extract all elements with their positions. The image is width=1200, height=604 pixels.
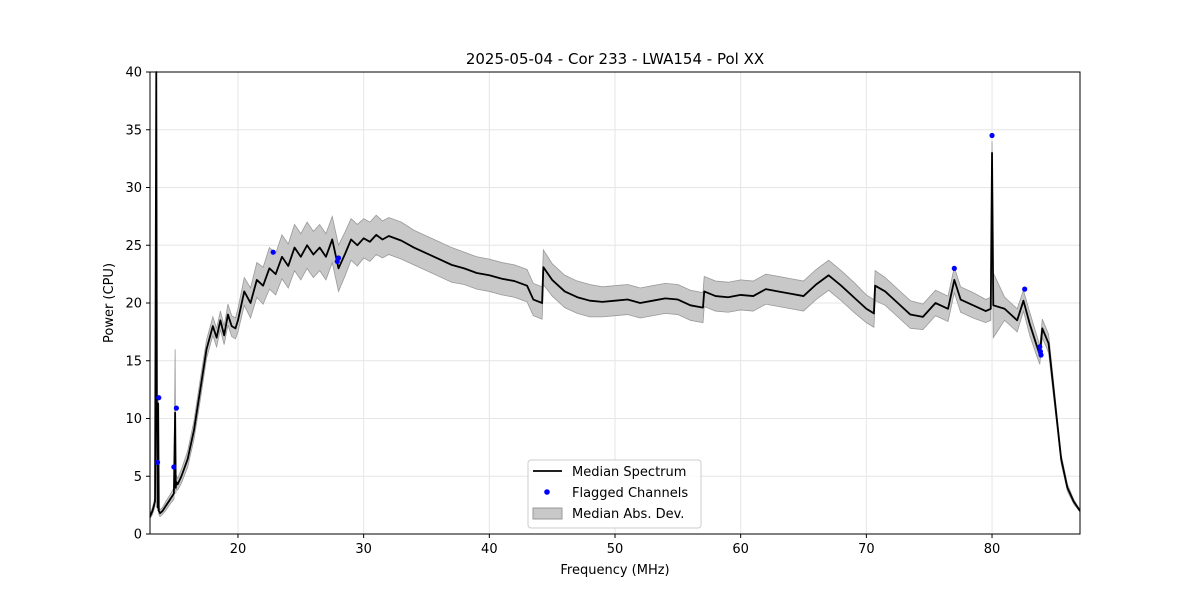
y-tick-label: 0 — [134, 528, 142, 543]
flagged-channel-point — [1037, 344, 1043, 350]
y-tick-label: 25 — [125, 239, 142, 254]
x-tick-label: 40 — [481, 542, 498, 557]
x-tick-label: 20 — [230, 542, 247, 557]
y-tick-label: 35 — [125, 123, 142, 138]
median-line-layer — [149, 71, 1081, 518]
y-tick-label: 30 — [125, 181, 142, 196]
flagged-channel-point — [171, 464, 177, 470]
legend: Median Spectrum Flagged Channels Median … — [527, 459, 702, 529]
legend-box — [527, 459, 702, 529]
x-tick-label: 60 — [732, 542, 749, 557]
y-tick-label: 20 — [125, 297, 142, 312]
legend-flagged-swatch — [544, 489, 550, 495]
legend-flagged-label: Flagged Channels — [572, 486, 688, 501]
flagged-points-layer — [154, 132, 1044, 470]
legend-mad-swatch — [532, 507, 563, 520]
flagged-channel-point — [989, 132, 995, 139]
x-tick-label: 70 — [858, 542, 875, 557]
flagged-channel-point — [173, 405, 179, 411]
y-tick-label: 10 — [125, 412, 142, 427]
x-tick-label: 80 — [984, 542, 1001, 557]
y-axis-ticks: 0 5 10 15 20 25 30 35 40 — [125, 66, 150, 543]
chart-title: 2025-05-04 - Cor 233 - LWA154 - Pol XX — [466, 50, 764, 68]
x-tick-label: 50 — [607, 542, 624, 557]
flagged-channel-point — [1022, 286, 1028, 292]
flagged-channel-point — [1038, 352, 1044, 358]
flagged-channel-point — [951, 265, 957, 271]
y-tick-label: 40 — [125, 66, 142, 81]
flagged-channel-point — [335, 255, 342, 261]
median-spectrum-line — [149, 71, 1081, 518]
legend-mad-label: Median Abs. Dev. — [572, 507, 684, 522]
x-axis-label: Frequency (MHz) — [560, 563, 669, 578]
x-axis-ticks: 20 30 40 50 60 70 80 — [230, 534, 1001, 557]
flagged-channel-point — [270, 249, 276, 255]
flagged-channel-point — [154, 459, 161, 465]
legend-median-label: Median Spectrum — [572, 465, 686, 480]
y-axis-label: Power (CPU) — [102, 263, 117, 343]
flagged-channel-point — [156, 395, 162, 401]
x-tick-label: 30 — [355, 542, 372, 557]
y-tick-label: 5 — [134, 470, 142, 485]
y-tick-label: 15 — [125, 354, 142, 369]
